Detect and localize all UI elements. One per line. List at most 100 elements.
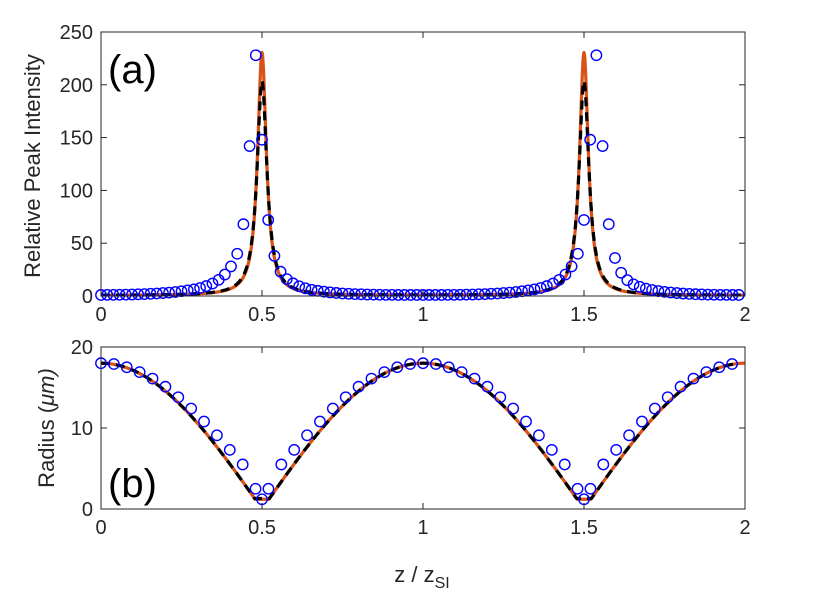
panel-b-data-point xyxy=(648,402,661,415)
panel-b-markers xyxy=(95,357,739,506)
panel-b-data-point xyxy=(262,482,275,495)
panel-a-data-point xyxy=(534,282,547,294)
panel-b-data-point xyxy=(185,402,198,415)
panel-a-data-point xyxy=(633,280,646,293)
panel-a-data-point xyxy=(602,218,615,231)
panel-a-data-point xyxy=(200,280,213,292)
panel-a-data-point xyxy=(225,260,237,273)
panel-b-xtick-label: 0 xyxy=(95,517,106,539)
panel-a-xtick-label: 1 xyxy=(417,304,428,326)
panel-a-data-point xyxy=(448,288,460,301)
panel-b-data-point xyxy=(133,366,146,379)
panel-b-ytick-label: 10 xyxy=(71,418,93,440)
panel-a-data-point xyxy=(510,286,522,298)
panel-a-data-point xyxy=(361,288,374,301)
panel-a-data-point xyxy=(578,214,590,226)
panel-b-data-point xyxy=(610,443,623,456)
panel-a-data-point xyxy=(460,288,473,301)
panel-b-data-point xyxy=(481,380,494,393)
panel-a-data-point xyxy=(299,282,312,295)
panel-a-data-point xyxy=(138,288,151,300)
panel-b-data-point xyxy=(687,372,700,385)
panel-a-data-point xyxy=(732,289,745,301)
panel-a-data-point xyxy=(144,287,157,300)
panel-a-data-point xyxy=(454,288,467,301)
panel-b-data-point xyxy=(378,366,391,379)
panel-b-data-point xyxy=(584,482,597,495)
panel-a-ytick-label: 0 xyxy=(82,286,93,308)
panel-b-data-point xyxy=(159,380,172,393)
panel-a-data-point xyxy=(169,286,182,298)
panel-b-data-point xyxy=(533,429,545,442)
panel-a-data-point xyxy=(646,284,658,296)
panel-a-ytick-label: 50 xyxy=(71,233,93,255)
panel-a-data-point xyxy=(701,288,714,301)
panel-a-xtick-label: 0.5 xyxy=(248,304,276,326)
panel-b-data-point xyxy=(494,391,507,404)
panel-a-data-point xyxy=(479,288,491,300)
panel-a-ytick-label: 200 xyxy=(60,75,93,97)
panel-b-data-point xyxy=(146,372,159,385)
panel-a-data-point xyxy=(423,289,436,301)
panel-b-data-point xyxy=(275,458,288,471)
panel-b-data-point xyxy=(120,361,133,374)
panel-b-label: (b) xyxy=(108,462,157,506)
panel-a-data-point xyxy=(386,288,398,301)
panel-a-data-point xyxy=(367,288,380,301)
panel-b-xtick-label: 1.5 xyxy=(570,517,598,539)
panel-a-data-point xyxy=(268,249,281,262)
panel-b-data-point xyxy=(507,402,520,415)
panel-b-data-point xyxy=(365,372,378,385)
x-axis-label: z / zSI xyxy=(394,562,449,592)
panel-a-data-point xyxy=(640,282,652,295)
panel-b-data-point xyxy=(417,357,429,370)
panel-a-data-point xyxy=(287,277,299,290)
panel-a-data-point xyxy=(720,288,733,301)
panel-b-data-point xyxy=(236,458,249,471)
panel-b-data-point xyxy=(623,429,635,442)
panel-a-data-point xyxy=(714,288,727,301)
panel-a-data-point xyxy=(119,288,132,301)
panel-a-ytick-label: 250 xyxy=(60,22,93,44)
panel-a-data-point xyxy=(336,287,349,300)
panel-a-data-point xyxy=(256,133,268,146)
panel-a-data-point xyxy=(683,287,696,300)
panel-a-data-point xyxy=(584,133,597,146)
panel-a-data-point xyxy=(398,289,411,301)
panel-a-data-point xyxy=(689,288,702,301)
panel-b-data-point xyxy=(172,391,185,404)
panel-a-data-point xyxy=(528,283,541,296)
panel-a-data-point xyxy=(497,287,510,299)
panel-b-xtick-label: 0.5 xyxy=(248,517,276,539)
panel-b-data-point xyxy=(107,358,120,370)
panel-a-data-point xyxy=(472,288,485,301)
panel-b-data-point xyxy=(713,361,726,374)
x-axis-label-subscript: SI xyxy=(435,575,450,592)
panel-a-data-point xyxy=(318,285,330,298)
panel-a-data-point xyxy=(194,282,206,294)
panel-b-data-point xyxy=(726,358,739,370)
panel-a-data-point xyxy=(293,280,306,293)
panel-a-xtick-label: 0 xyxy=(95,304,106,326)
panel-a-series-dashed-line xyxy=(101,76,745,296)
panel-a-data-point xyxy=(615,266,628,279)
panel-b-data-point xyxy=(352,380,365,393)
panel-b-data-point xyxy=(198,415,210,428)
panel-a-xtick-label: 1.5 xyxy=(570,304,598,326)
panel-a-data-point xyxy=(342,287,355,300)
panel-a-label: (a) xyxy=(108,48,157,92)
panel-b-data-point xyxy=(314,415,326,428)
panel-a-data-point xyxy=(330,287,343,299)
panel-a-data-point xyxy=(671,287,683,299)
panel-b-data-point xyxy=(404,358,417,370)
panel-b-xtick-label: 2 xyxy=(739,517,750,539)
panel-a-data-point xyxy=(280,273,293,285)
panel-a-data-point xyxy=(559,268,572,281)
panel-a-data-point xyxy=(571,247,584,260)
panel-b-xtick-label: 1 xyxy=(417,517,428,539)
panel-a-ytick-label: 100 xyxy=(60,180,93,202)
panel-a-data-point xyxy=(609,252,621,264)
